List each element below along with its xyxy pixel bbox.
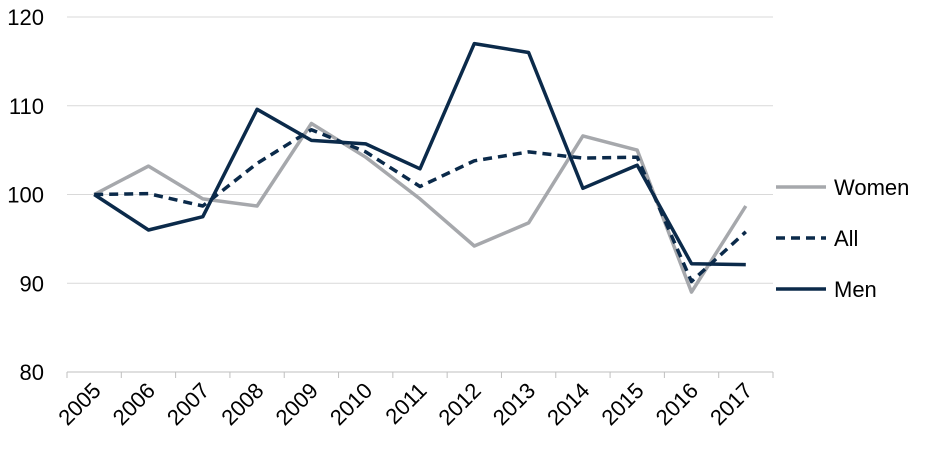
x-tick-label: 2006 [108, 378, 160, 430]
x-axis-tick-labels: 2005 2006 2007 2008 2009 2010 2011 2012 2013 2014… [53, 378, 757, 430]
legend: Women All Men [776, 175, 909, 302]
x-tick-label: 2016 [651, 378, 703, 430]
x-tick-label: 2008 [216, 378, 268, 430]
series-line-women [93, 121, 748, 294]
x-tick-label: 2012 [434, 378, 486, 430]
series-lines [93, 41, 748, 294]
x-tick-label: 2005 [53, 378, 105, 430]
gridlines [67, 16, 773, 284]
x-tick-label: 2010 [325, 378, 377, 430]
legend-label-women: Women [834, 175, 909, 200]
x-tick-label: 2011 [380, 378, 431, 429]
x-tick-label: 2014 [542, 378, 594, 430]
x-tick-label: 2013 [488, 378, 540, 430]
y-tick-label: 110 [9, 94, 44, 119]
series-line-all [94, 127, 747, 284]
y-tick-label: 100 [7, 183, 44, 208]
x-tick-label: 2009 [271, 378, 323, 430]
legend-label-men: Men [834, 277, 877, 302]
x-tick-label: 2017 [705, 378, 757, 430]
x-tick-label: 2007 [162, 378, 214, 430]
y-tick-label: 90 [20, 271, 44, 296]
y-tick-label: 120 [7, 5, 44, 30]
x-tick-label: 2015 [596, 378, 648, 430]
legend-label-all: All [834, 226, 858, 251]
x-axis [66, 371, 774, 378]
y-tick-label: 80 [20, 360, 44, 385]
series-line-men [93, 41, 746, 267]
y-axis-tick-labels: 80 90 100 110 120 [7, 5, 44, 385]
